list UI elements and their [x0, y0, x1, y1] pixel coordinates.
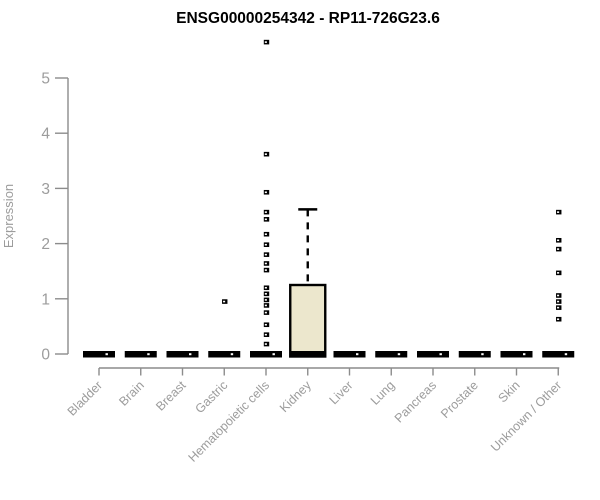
outlier-marker: [263, 151, 270, 157]
bar-notch: [147, 353, 150, 356]
x-tick-label: Hematopoietic cells: [186, 378, 273, 465]
outlier-marker: [263, 291, 270, 297]
bar-notch: [439, 353, 442, 356]
box-group: [500, 351, 533, 358]
axes: 0 1 2 3 4 5 Bladder Brain Breast GastricHematopoi…: [41, 71, 564, 465]
collapsed-box-bar: [458, 351, 491, 358]
outlier-marker: [263, 341, 270, 347]
outlier-marker: [263, 189, 270, 195]
x-tick-label: Breast: [153, 378, 189, 414]
outlier-marker: [263, 310, 270, 315]
chart-title: ENSG00000254342 - RP11-726G23.6: [176, 10, 440, 27]
outlier-marker: [263, 209, 270, 215]
bar-notch: [272, 353, 275, 356]
collapsed-box-bar: [166, 351, 199, 358]
outlier-marker: [263, 267, 270, 273]
y-tick-label: 5: [41, 71, 50, 88]
outlier-marker: [556, 299, 562, 304]
median-bar: [289, 351, 326, 358]
boxplot-series: [83, 39, 575, 358]
box-group: [208, 299, 241, 358]
box-group: [542, 209, 575, 358]
y-tick-label: 2: [41, 236, 50, 253]
outlier-marker: [263, 322, 270, 328]
outlier-marker: [263, 242, 270, 248]
outlier-marker: [556, 293, 562, 298]
bar-notch: [481, 353, 484, 356]
outlier-marker: [263, 252, 270, 257]
outlier-marker: [556, 270, 562, 276]
outlier-marker: [263, 231, 270, 237]
bar-notch: [230, 353, 234, 356]
y-tick-label: 0: [41, 347, 50, 364]
box-body: [289, 283, 327, 358]
box-group: [166, 351, 199, 358]
box-group: [333, 351, 366, 358]
outlier-marker: [263, 217, 270, 222]
bar-notch: [523, 353, 526, 356]
bar-notch: [356, 353, 359, 356]
outlier-marker: [263, 39, 270, 45]
box-group: [458, 351, 491, 358]
y-axis-label: Expression: [1, 184, 16, 248]
collapsed-box-bar: [500, 351, 533, 358]
x-tick-label: Pancreas: [392, 378, 439, 425]
box-group: [417, 351, 449, 358]
x-tick-label: Brain: [116, 378, 147, 409]
x-tick-label: Unknown / Other: [488, 378, 564, 454]
outlier-marker: [263, 297, 270, 303]
collapsed-box-bar: [83, 351, 115, 358]
outlier-marker: [263, 332, 270, 337]
box-group: [375, 351, 408, 358]
bar-notch: [564, 353, 568, 356]
collapsed-box-bar: [333, 351, 366, 358]
outlier-marker: [556, 305, 562, 310]
box-group: [83, 351, 115, 358]
outlier-marker: [556, 209, 562, 215]
x-tick-label: Bladder: [65, 378, 105, 418]
outlier-marker: [263, 303, 270, 308]
outlier-marker: [556, 237, 562, 243]
collapsed-box-bar: [417, 351, 449, 358]
bar-notch: [105, 353, 108, 356]
bar-notch: [397, 353, 401, 356]
y-tick-label: 1: [41, 291, 50, 308]
outlier-marker: [556, 316, 562, 322]
outlier-marker: [263, 285, 270, 291]
box-group: [124, 351, 157, 358]
x-tick-label: Prostate: [438, 378, 481, 421]
x-tick-label: Skin: [496, 378, 523, 405]
bar-notch: [189, 353, 192, 356]
collapsed-box-bar: [542, 351, 575, 358]
collapsed-box-bar: [208, 351, 241, 358]
box-group: [250, 39, 282, 358]
x-tick-label: Kidney: [277, 378, 314, 415]
x-tick-label: Liver: [327, 378, 356, 407]
collapsed-box-bar: [375, 351, 408, 358]
y-tick-label: 4: [41, 126, 50, 143]
outlier-marker: [263, 261, 270, 266]
box-group: [289, 208, 327, 358]
x-tick-label: Gastric: [192, 378, 230, 416]
collapsed-box-bar: [250, 351, 282, 358]
y-tick-label: 3: [41, 181, 50, 198]
outlier-marker: [222, 299, 228, 304]
outlier-marker: [556, 246, 562, 252]
x-tick-label: Lung: [368, 378, 398, 408]
collapsed-box-bar: [124, 351, 157, 358]
